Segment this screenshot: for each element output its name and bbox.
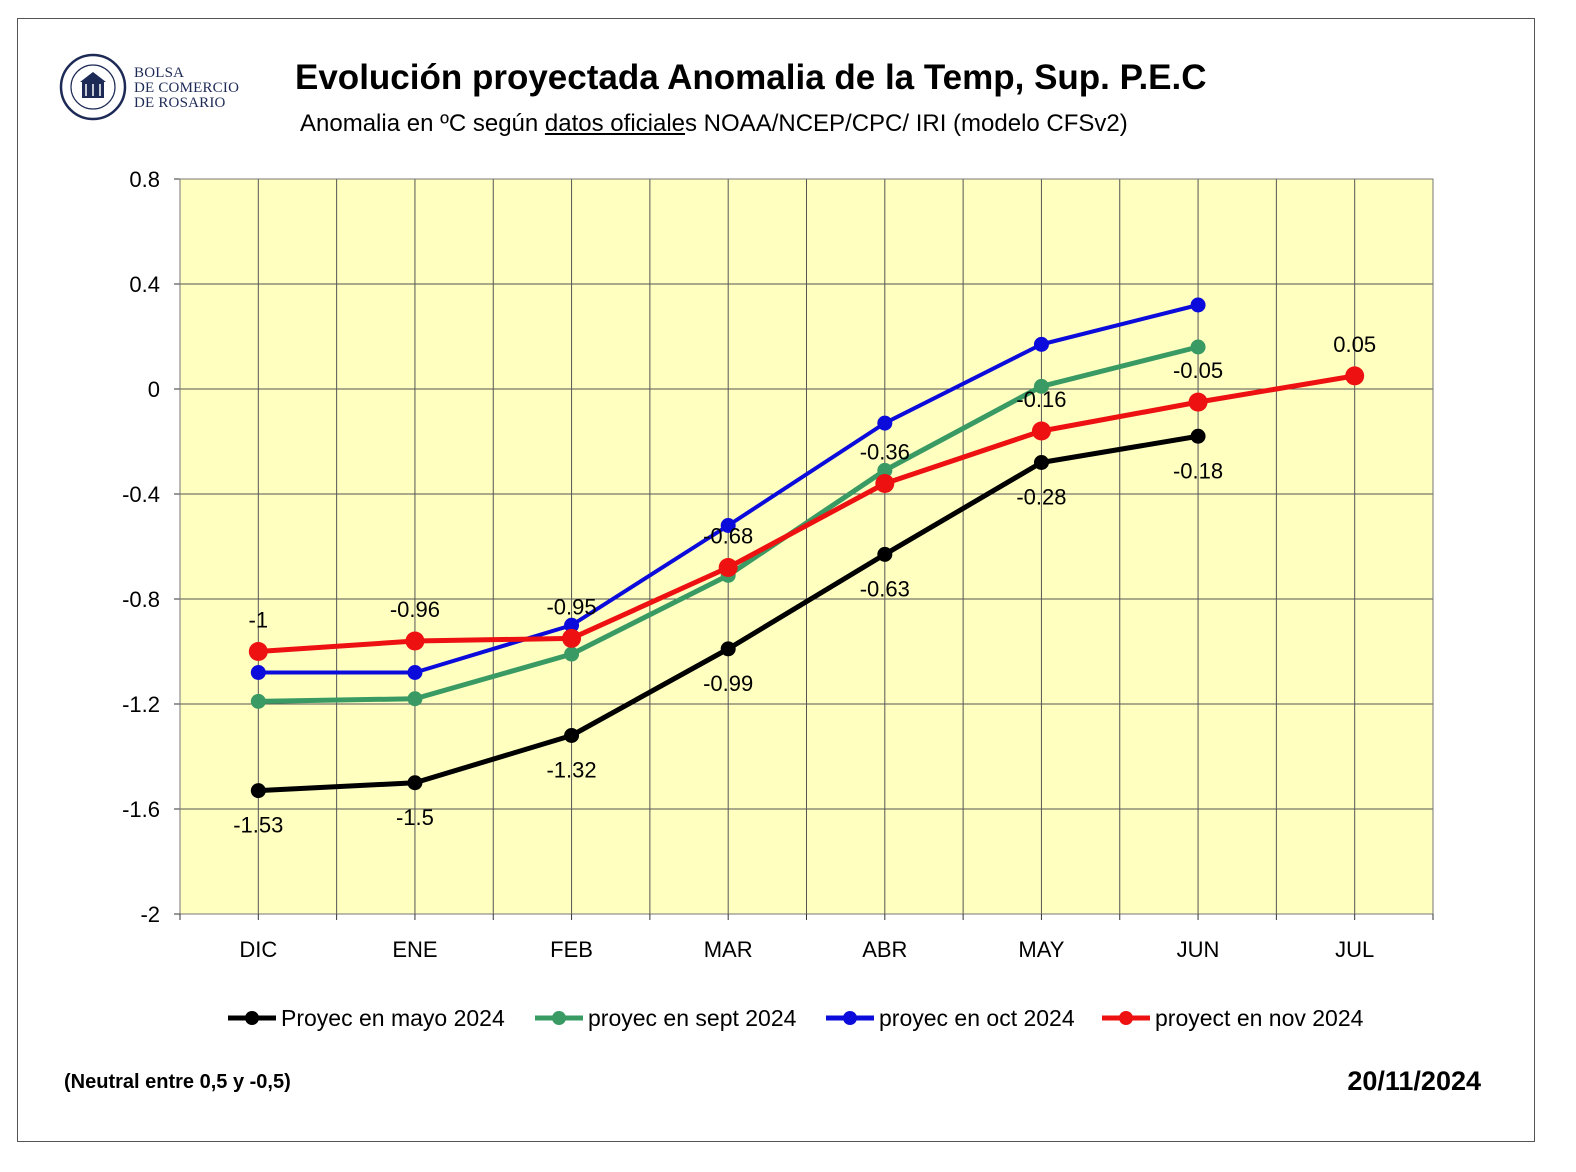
data-label: -1: [249, 608, 269, 633]
legend-swatch-marker: [245, 1011, 259, 1025]
data-label: -0.68: [703, 524, 753, 549]
data-label: -0.16: [1016, 387, 1066, 412]
data-point: [564, 617, 580, 633]
x-tick-label: FEB: [550, 937, 593, 962]
data-point: [407, 665, 423, 680]
data-label: -1.32: [546, 758, 596, 783]
data-point: [407, 691, 423, 707]
series-line: [258, 373, 1356, 654]
y-tick-label: -1.2: [122, 692, 160, 717]
logo-line: DE COMERCIO: [134, 80, 240, 96]
legend-swatch-marker: [552, 1011, 566, 1025]
legend-label: proyect en nov 2024: [1155, 1005, 1364, 1031]
logo-line: BOLSA: [134, 65, 185, 81]
subtitle-part: Anomalia en ºC según: [300, 110, 545, 137]
data-point: [877, 462, 893, 478]
y-tick-label: 0: [148, 377, 160, 402]
chart-subtitle: Anomalia en ºC según datos oficiales NOA…: [300, 110, 1128, 138]
seal-icon: [59, 53, 127, 121]
x-tick-label: MAR: [704, 937, 753, 962]
data-label: -0.99: [703, 671, 753, 696]
data-label: -1.5: [396, 805, 434, 830]
report-date: 20/11/2024: [1347, 1066, 1481, 1096]
legend-label: proyec en oct 2024: [879, 1005, 1075, 1031]
subtitle-underlined: datos oficiale: [544, 110, 686, 137]
legend-swatch-marker: [843, 1011, 857, 1025]
bolsa-logo: BOLSA DE COMERCIO DE ROSARIO: [58, 52, 268, 124]
data-label: -0.36: [860, 440, 910, 465]
data-point: [877, 546, 893, 562]
data-point: [720, 518, 736, 533]
y-tick-label: -0.4: [122, 482, 160, 507]
data-point: [877, 415, 893, 431]
y-tick-label: 0.8: [129, 167, 160, 192]
data-point: [250, 693, 266, 709]
data-point: [875, 474, 895, 493]
x-tick-label: ENE: [392, 937, 437, 962]
data-label: -0.63: [860, 576, 910, 601]
y-tick-label: -0.8: [122, 587, 160, 612]
data-point: [248, 642, 268, 661]
y-tick-label: -2: [140, 902, 160, 927]
legend-label: proyec en sept 2024: [588, 1005, 797, 1031]
data-point: [720, 641, 736, 657]
data-label: -0.28: [1016, 485, 1066, 510]
data-point: [250, 783, 266, 799]
x-tick-label: JUN: [1177, 937, 1220, 962]
data-point: [405, 631, 425, 651]
data-label: -1.53: [233, 813, 283, 838]
x-tick-label: JUL: [1335, 937, 1374, 962]
data-label: -0.96: [390, 597, 440, 622]
y-tick-label: -1.6: [122, 797, 160, 822]
data-point: [564, 646, 580, 662]
data-label: 0.05: [1333, 332, 1376, 357]
chart-title: Evolución proyectada Anomalia de la Temp…: [295, 58, 1207, 97]
x-tick-label: MAY: [1018, 937, 1064, 962]
logo-line: DE ROSARIO: [134, 95, 226, 111]
data-point: [1033, 378, 1049, 394]
data-point: [1190, 339, 1206, 355]
y-tick-label: 0.4: [129, 272, 160, 297]
data-point: [562, 628, 582, 648]
data-label: -0.05: [1173, 358, 1223, 383]
x-tick-label: DIC: [239, 937, 277, 962]
data-point: [1031, 421, 1051, 441]
legend-swatch-marker: [1119, 1011, 1133, 1025]
data-point: [1190, 297, 1206, 313]
x-tick-label: ABR: [862, 937, 907, 962]
neutral-note: (Neutral entre 0,5 y -0,5): [64, 1071, 291, 1093]
data-point: [1345, 366, 1365, 386]
data-label: -0.18: [1173, 458, 1223, 483]
legend-label: Proyec en mayo 2024: [281, 1005, 505, 1031]
data-point: [1033, 336, 1049, 352]
data-point: [407, 775, 423, 791]
data-point: [1190, 428, 1206, 444]
data-point: [1188, 392, 1208, 412]
data-label: -0.95: [546, 594, 596, 619]
subtitle-part: s NOAA/NCEP/CPC/ IRI (modelo CFSv2): [685, 110, 1128, 137]
data-point: [250, 665, 266, 680]
data-point: [564, 728, 580, 743]
data-point: [1033, 455, 1049, 470]
data-point: [718, 558, 738, 577]
